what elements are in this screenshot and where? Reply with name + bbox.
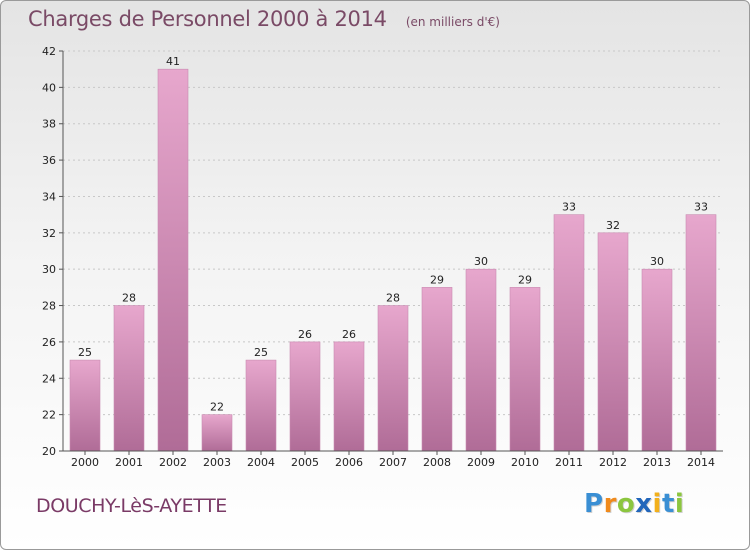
bar-2010: [509, 287, 541, 452]
bar-2009: [465, 268, 497, 452]
x-tick-label-2002: 2002: [159, 456, 187, 469]
x-tick-label-2001: 2001: [115, 456, 143, 469]
bar-2014: [685, 214, 717, 452]
title-row: Charges de Personnel 2000 à 2014 (en mil…: [28, 7, 500, 31]
x-tick-label-2014: 2014: [687, 456, 715, 469]
data-labels: 25 28 41 22 25 26 26 28 29 30 29 33 32 30 33: [78, 55, 708, 413]
bar-2006: [333, 341, 365, 452]
y-tick-label: 36: [42, 154, 56, 167]
logo-letter: x: [635, 489, 653, 519]
x-tick-label-2000: 2000: [71, 456, 99, 469]
bar-2002: [157, 68, 189, 452]
y-tick-label: 28: [42, 300, 56, 313]
commune-name: DOUCHY-LèS-AYETTE: [36, 495, 227, 517]
logo-letter: i: [674, 489, 685, 519]
bar-2013: [641, 268, 673, 452]
bar-2008: [421, 287, 453, 452]
x-tick-label-2011: 2011: [555, 456, 583, 469]
data-label-2002: 41: [166, 55, 180, 68]
bars: [69, 68, 717, 452]
proxiti-logo: Proxiti: [584, 489, 684, 519]
x-tick-label-2012: 2012: [599, 456, 627, 469]
logo-letter: o: [616, 489, 636, 519]
data-label-2012: 32: [606, 219, 620, 232]
data-label-2006: 26: [342, 328, 356, 341]
data-label-2007: 28: [386, 292, 400, 305]
x-tick-label-2005: 2005: [291, 456, 319, 469]
bar-2011: [553, 214, 585, 452]
logo-letter: t: [661, 489, 675, 519]
x-tick-label-2010: 2010: [511, 456, 539, 469]
y-tick-label: 22: [42, 409, 56, 422]
logo-letter: P: [584, 489, 604, 519]
data-label-2008: 29: [430, 273, 444, 286]
axes: 20 22 24 26 28 30 32 34 36 38 40 42 2000 2001 2002 2003…: [42, 45, 723, 469]
y-tick-label: 32: [42, 227, 56, 240]
y-tick-label: 26: [42, 336, 56, 349]
y-tick-label: 34: [42, 190, 56, 203]
bar-2007: [377, 305, 409, 452]
x-tick-label-2008: 2008: [423, 456, 451, 469]
bar-2000: [69, 359, 101, 452]
y-tick-label: 24: [42, 372, 56, 385]
data-label-2010: 29: [518, 273, 532, 286]
data-label-2013: 30: [650, 255, 664, 268]
x-tick-label-2006: 2006: [335, 456, 363, 469]
data-label-2014: 33: [694, 201, 708, 214]
bar-2001: [113, 305, 145, 452]
bar-2005: [289, 341, 321, 452]
logo-letter: i: [652, 489, 662, 519]
chart-title: Charges de Personnel 2000 à 2014: [28, 7, 387, 31]
x-tick-label-2013: 2013: [643, 456, 671, 469]
bar-2003: [201, 414, 233, 452]
data-label-2003: 22: [210, 401, 224, 414]
y-tick-label: 40: [42, 81, 56, 94]
data-label-2004: 25: [254, 346, 268, 359]
bar-2004: [245, 359, 277, 452]
y-tick-label: 42: [42, 45, 56, 58]
data-label-2000: 25: [78, 346, 92, 359]
x-tick-label-2007: 2007: [379, 456, 407, 469]
x-tick-label-2004: 2004: [247, 456, 275, 469]
logo-letter: r: [603, 489, 617, 519]
bar-2012: [597, 232, 629, 452]
data-label-2011: 33: [562, 201, 576, 214]
x-tick-label-2009: 2009: [467, 456, 495, 469]
chart-subtitle: (en milliers d'€): [405, 15, 500, 29]
y-tick-label: 38: [42, 118, 56, 131]
y-tick-label: 20: [42, 445, 56, 458]
x-tick-label-2003: 2003: [203, 456, 231, 469]
data-label-2009: 30: [474, 255, 488, 268]
data-label-2001: 28: [122, 292, 136, 305]
data-label-2005: 26: [298, 328, 312, 341]
y-tick-label: 30: [42, 263, 56, 276]
